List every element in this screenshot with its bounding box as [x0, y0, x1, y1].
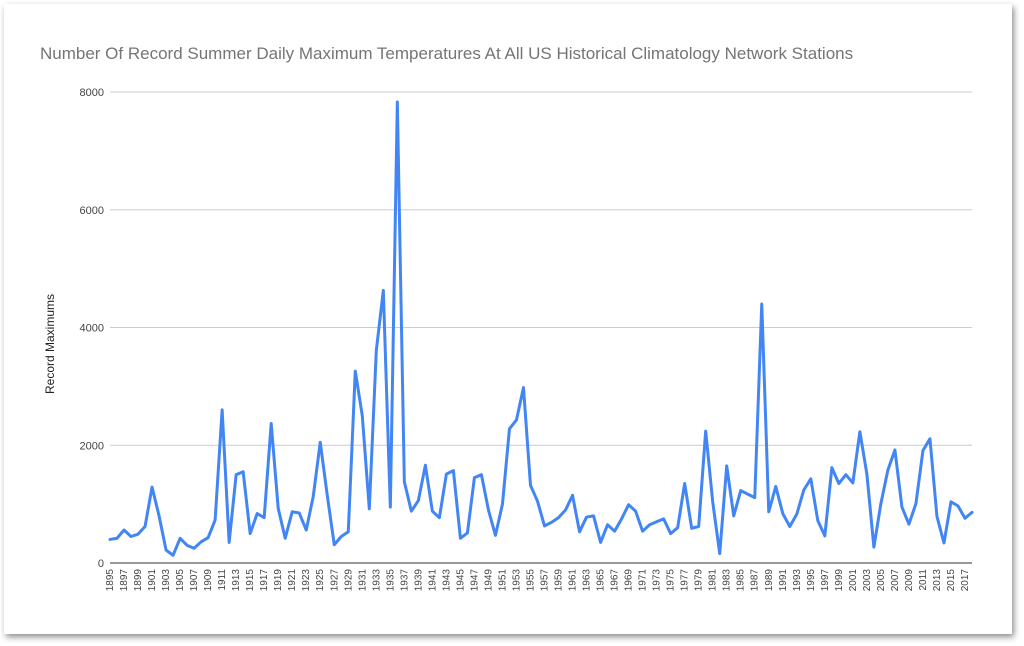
x-tick-label: 1943 [441, 569, 452, 592]
x-tick-label: 1995 [806, 569, 817, 592]
x-tick-label: 1945 [455, 569, 466, 592]
y-tick-label: 0 [98, 558, 104, 570]
y-tick-label: 2000 [80, 440, 104, 452]
x-tick-label: 1959 [554, 569, 565, 592]
x-tick-label: 1939 [413, 569, 424, 592]
x-axis-ticks: 1895 1897 1899 1901 1903 1905 1907 1909 1911 1913… [105, 569, 971, 592]
x-tick-label: 1947 [469, 569, 480, 592]
x-tick-label: 2013 [932, 569, 943, 592]
x-tick-label: 1937 [399, 569, 410, 592]
x-tick-label: 1961 [568, 569, 579, 592]
x-tick-label: 1985 [736, 569, 747, 592]
x-tick-label: 1999 [834, 569, 845, 592]
x-tick-label: 1983 [722, 569, 733, 592]
x-tick-label: 1955 [525, 569, 536, 592]
x-tick-label: 1921 [287, 569, 298, 592]
line-chart: Number Of Record Summer Daily Maximum Te… [40, 44, 974, 592]
chart-title: Number Of Record Summer Daily Maximum Te… [40, 44, 853, 63]
x-tick-label: 1917 [259, 569, 270, 592]
y-tick-label: 4000 [80, 323, 104, 335]
x-tick-label: 1933 [371, 569, 382, 592]
y-axis-ticks: 0 2000 4000 6000 8000 [80, 87, 104, 570]
x-tick-label: 1991 [778, 569, 789, 592]
gridlines [110, 91, 972, 446]
x-tick-label: 1953 [511, 569, 522, 592]
x-tick-label: 2009 [904, 569, 915, 592]
x-tick-label: 1907 [189, 569, 200, 592]
x-tick-label: 1899 [133, 569, 144, 592]
x-tick-label: 1927 [329, 569, 340, 592]
x-tick-label: 1963 [582, 569, 593, 592]
x-tick-label: 2003 [862, 569, 873, 592]
x-tick-label: 2017 [960, 569, 971, 592]
x-tick-label: 1913 [231, 569, 242, 592]
x-tick-label: 1923 [301, 569, 312, 592]
x-tick-label: 1971 [638, 569, 649, 592]
chart-frame: Number Of Record Summer Daily Maximum Te… [4, 4, 1012, 634]
x-tick-label: 1975 [666, 569, 677, 592]
x-tick-label: 1967 [610, 569, 621, 592]
x-tick-label: 1965 [596, 569, 607, 592]
x-tick-label: 1911 [217, 569, 228, 591]
x-tick-label: 1919 [273, 569, 284, 592]
x-tick-label: 1993 [792, 569, 803, 592]
x-tick-label: 1973 [652, 569, 663, 592]
x-tick-label: 1935 [385, 569, 396, 592]
x-tick-label: 1987 [750, 569, 761, 592]
x-tick-label: 1897 [119, 569, 130, 592]
x-tick-label: 1903 [161, 569, 172, 592]
y-axis-label: Record Maximums [43, 294, 57, 394]
x-tick-label: 1951 [497, 569, 508, 592]
x-tick-label: 2001 [848, 569, 859, 592]
x-tick-label: 1957 [540, 569, 551, 592]
y-tick-label: 8000 [80, 87, 104, 99]
x-tick-label: 1977 [680, 569, 691, 592]
x-tick-label: 1905 [175, 569, 186, 592]
x-tick-label: 1989 [764, 569, 775, 592]
x-tick-label: 2015 [946, 569, 957, 592]
x-tick-label: 2007 [890, 569, 901, 592]
x-tick-label: 1929 [343, 569, 354, 592]
y-tick-label: 6000 [80, 205, 104, 217]
x-tick-label: 1901 [147, 569, 158, 592]
x-tick-label: 1931 [357, 569, 368, 592]
x-tick-label: 1997 [820, 569, 831, 592]
x-tick-label: 1979 [694, 569, 705, 592]
x-tick-label: 1915 [245, 569, 256, 592]
x-tick-label: 1895 [105, 569, 116, 592]
x-tick-label: 1981 [708, 569, 719, 592]
series-line [108, 100, 974, 557]
x-tick-label: 2011 [918, 569, 929, 591]
x-tick-label: 1941 [427, 569, 438, 592]
x-tick-label: 1949 [483, 569, 494, 592]
x-tick-label: 2005 [876, 569, 887, 592]
x-tick-label: 1925 [315, 569, 326, 592]
x-tick-label: 1909 [203, 569, 214, 592]
x-tick-label: 1969 [624, 569, 635, 592]
